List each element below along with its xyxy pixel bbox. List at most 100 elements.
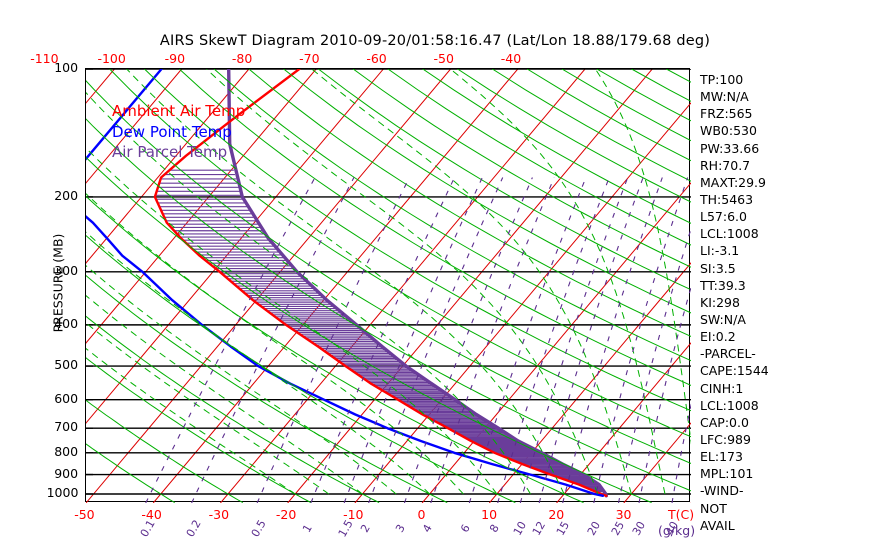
moist-adiabat-line	[86, 147, 498, 495]
mixing-ratio-line	[145, 177, 316, 503]
top-temp-tick-label--70: -70	[299, 51, 320, 66]
parameter-line-26: AVAIL	[700, 517, 735, 533]
mixing-ratio-tick-label-3: 3	[393, 522, 409, 535]
mixing-ratio-tick-label-4: 4	[419, 522, 435, 535]
pressure-tick-label-900: 900	[54, 465, 79, 481]
mixing-ratio-line	[310, 177, 455, 503]
mixing-ratio-tick-label-8: 8	[486, 522, 502, 535]
dry-adiabat-line	[248, 69, 691, 338]
moist-adiabat-line	[450, 69, 666, 495]
mixing-ratio-line	[403, 177, 533, 503]
moist-adiabat-line	[86, 347, 296, 495]
pressure-tick-label-100: 100	[54, 60, 79, 75]
parameter-line-23: MPL:101	[700, 466, 754, 482]
moist-adiabat-line	[126, 69, 565, 495]
parameter-line-10: LI:-3.1	[700, 243, 740, 259]
mixing-ratio-line	[671, 402, 691, 503]
top-temp-tick-label--100: -100	[97, 51, 126, 66]
dry-adiabat-line	[352, 69, 691, 268]
bottom-temp-tick-label-20: 20	[548, 507, 565, 522]
isotherm-line	[556, 342, 691, 503]
parameter-line-24: -WIND-	[700, 483, 744, 499]
dry-adiabat-line	[86, 118, 691, 492]
isotherm-line	[488, 262, 691, 503]
mixing-ratio-tick-label-2: 2	[357, 522, 373, 535]
parameter-line-21: LFC:989	[700, 431, 751, 447]
pressure-tick-label-300: 300	[54, 262, 79, 278]
parameter-line-11: SI:3.5	[700, 260, 736, 276]
air-parcel-temp-curve	[227, 69, 608, 498]
sounding-parameters-panel: TP:100 MW:N/A FRZ:565 WB0:530 PW:33.66 RH:70.…	[700, 71, 769, 534]
bottom-temp-tick-label--10: -10	[343, 507, 364, 522]
dry-adiabat-line	[318, 69, 691, 291]
bottom-temp-tick-label--50: -50	[74, 507, 95, 522]
parameter-line-9: LCL:1008	[700, 226, 759, 242]
pressure-axis: PRESSURE (MB)	[51, 68, 66, 502]
moist-adiabat-line	[86, 265, 397, 495]
mixing-ratio-line	[497, 177, 610, 503]
parameter-line-1: MW:N/A	[700, 89, 749, 105]
mixing-ratio-line	[468, 177, 587, 503]
parameter-line-19: LCL:1008	[700, 397, 759, 413]
top-temp-tick-label--90: -90	[164, 51, 186, 66]
skewt-plot-area	[85, 68, 691, 503]
parameter-line-18: CINH:1	[700, 380, 744, 396]
mixing-ratio-tick-label-1: 1	[299, 522, 315, 535]
mixing-ratio-line	[256, 177, 410, 503]
dry-adiabat-line	[86, 357, 312, 503]
parameter-line-5: RH:70.7	[700, 157, 751, 173]
pressure-tick-label-500: 500	[54, 357, 79, 373]
parameter-line-0: TP:100	[700, 72, 744, 87]
dry-adiabat-line	[178, 69, 691, 386]
mixing-ratio-tick-label-12: 12	[530, 519, 549, 538]
dry-adiabat-line	[492, 69, 691, 182]
parameter-line-22: EL:173	[700, 449, 743, 465]
legend-air-parcel-temp: Air Parcel Temp	[112, 143, 228, 161]
top-temp-tick-label--80: -80	[231, 51, 253, 66]
dry-adiabat-line	[109, 69, 691, 438]
moist-adiabat-line	[206, 69, 599, 495]
bottom-temp-tick-label-30: 30	[615, 507, 632, 522]
legend: Ambient Air Temp Dew Point Temp Air Parc…	[112, 101, 245, 163]
parameter-line-13: KI:298	[700, 294, 740, 310]
pressure-tick-label-800: 800	[54, 443, 79, 459]
mixing-ratio-axis-label: (g/kg)	[658, 523, 696, 538]
bottom-temp-tick-label-10: 10	[481, 507, 498, 522]
pressure-tick-label-600: 600	[54, 390, 79, 406]
parameter-line-2: FRZ:565	[700, 106, 753, 122]
parameter-line-3: WB0:530	[700, 123, 757, 139]
parameter-line-6: MAXT:29.9	[700, 174, 766, 190]
bottom-temp-tick-label-0: 0	[417, 507, 426, 522]
moist-adiabat-line	[86, 231, 431, 495]
isotherm-line	[86, 69, 317, 344]
mixing-ratio-line	[191, 177, 355, 503]
mixing-ratio-line	[538, 177, 644, 503]
dry-adiabat-line	[86, 156, 652, 503]
top-temp-tick-label--110: -110	[30, 51, 59, 66]
pressure-tick-label-400: 400	[54, 315, 79, 331]
parameter-line-16: -PARCEL-	[700, 346, 756, 362]
dew-point-temp-curve	[86, 69, 605, 497]
temperature-axis-label: T(C)	[668, 507, 695, 522]
bottom-temp-tick-label--40: -40	[141, 507, 162, 522]
dry-adiabat-line	[86, 399, 244, 503]
mixing-ratio-tick-label-0.5: 0.5	[248, 517, 269, 540]
skewt-canvas	[86, 69, 691, 503]
dry-adiabat-line	[387, 69, 691, 246]
dry-adiabat-line	[283, 69, 691, 314]
isotherm-line	[220, 69, 586, 503]
dry-adiabat-line	[86, 443, 175, 503]
parameter-line-12: TT:39.3	[700, 277, 746, 293]
pressure-tick-label-200: 200	[54, 187, 79, 203]
mixing-ratio-tick-label-0.2: 0.2	[183, 517, 204, 540]
parameter-line-15: EI:0.2	[700, 329, 736, 345]
legend-ambient-air-temp: Ambient Air Temp	[112, 102, 246, 120]
isotherm-line	[86, 69, 250, 264]
mixing-ratio-line	[617, 227, 691, 503]
dry-adiabat-line	[86, 80, 691, 464]
moist-adiabat-line	[86, 295, 363, 495]
bottom-temp-tick-label--30: -30	[208, 507, 230, 522]
isotherm-line	[86, 69, 384, 424]
mixing-ratio-tick-label-30: 30	[629, 519, 649, 538]
grid-and-curves	[86, 69, 691, 503]
